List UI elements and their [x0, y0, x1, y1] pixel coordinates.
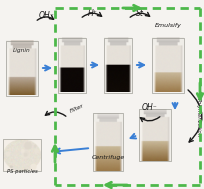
- Text: Polymerization: Polymerization: [195, 98, 200, 138]
- Text: OH⁻: OH⁻: [39, 11, 55, 19]
- Text: Lignin: Lignin: [13, 48, 31, 53]
- Bar: [138, 109, 170, 161]
- Text: PS particles: PS particles: [7, 169, 37, 174]
- Text: Filter: Filter: [69, 103, 84, 113]
- Text: Centrifuge: Centrifuge: [91, 156, 124, 160]
- Text: St: St: [135, 9, 143, 18]
- Bar: [3, 139, 41, 171]
- Bar: [103, 37, 131, 92]
- Text: Emulsify: Emulsify: [154, 23, 181, 29]
- Text: OH⁻: OH⁻: [141, 102, 157, 112]
- Bar: [151, 37, 183, 92]
- Bar: [93, 113, 122, 171]
- Text: H⁺: H⁺: [88, 9, 97, 18]
- Bar: [58, 37, 86, 92]
- Bar: [6, 40, 38, 95]
